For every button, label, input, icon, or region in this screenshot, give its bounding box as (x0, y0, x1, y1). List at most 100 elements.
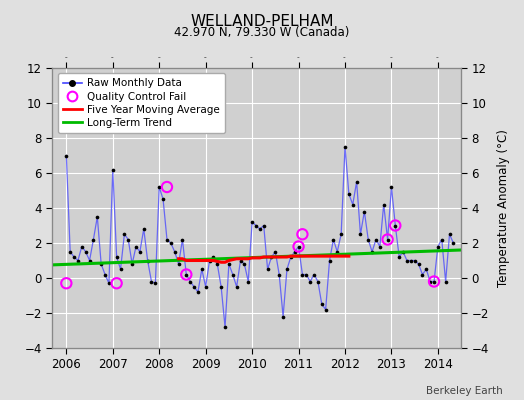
Point (287, 254, 295, 260)
Point (113, 280, 121, 286)
Point (418, 271, 427, 278)
Point (236, 257, 245, 264)
Text: 42.970 N, 79.330 W (Canada): 42.970 N, 79.330 W (Canada) (174, 26, 350, 39)
Point (201, 284, 210, 290)
Point (348, 201, 357, 208)
Point (290, 248, 299, 255)
Point (283, 266, 291, 272)
Point (275, 271, 283, 278)
Text: WELLAND-PELHAM: WELLAND-PELHAM (190, 14, 334, 29)
Point (213, 261, 222, 267)
Point (399, 248, 407, 255)
Point (430, 278, 438, 285)
Point (252, 222, 260, 229)
Point (82, 248, 90, 255)
Point (151, 280, 160, 286)
Point (116, 266, 125, 272)
Point (321, 306, 330, 313)
Point (403, 257, 411, 264)
Point (314, 278, 322, 285)
Point (302, 271, 311, 278)
Point (144, 257, 152, 264)
Point (85, 257, 94, 264)
Point (414, 261, 423, 267)
Point (364, 236, 373, 243)
Point (167, 240, 175, 246)
Point (108, 166, 117, 173)
Point (426, 278, 434, 285)
Point (298, 231, 307, 238)
Point (194, 289, 202, 295)
Point (209, 254, 217, 260)
Point (306, 278, 314, 285)
Point (174, 261, 183, 267)
Point (170, 248, 179, 255)
Point (318, 301, 326, 308)
Point (147, 278, 156, 285)
Point (294, 243, 303, 250)
Point (407, 257, 415, 264)
Point (97, 261, 105, 267)
Point (89, 236, 97, 243)
Point (244, 278, 253, 285)
Point (256, 226, 264, 232)
Point (368, 248, 376, 255)
Point (356, 231, 365, 238)
Point (163, 184, 171, 190)
Point (294, 243, 303, 250)
Point (225, 261, 233, 267)
Point (271, 248, 279, 255)
Point (228, 271, 237, 278)
Point (298, 271, 307, 278)
Point (434, 243, 442, 250)
Point (410, 257, 419, 264)
Point (105, 280, 113, 286)
Point (372, 236, 380, 243)
Point (178, 236, 187, 243)
Point (240, 261, 248, 267)
Point (78, 243, 86, 250)
Point (279, 313, 287, 320)
Point (136, 248, 144, 255)
Point (62, 280, 71, 286)
Point (159, 196, 167, 202)
Point (139, 226, 148, 232)
Point (190, 284, 198, 290)
Point (128, 261, 136, 267)
Point (182, 271, 191, 278)
Point (337, 231, 345, 238)
Point (155, 184, 163, 190)
Point (62, 152, 71, 159)
Point (395, 254, 403, 260)
Point (384, 236, 392, 243)
Point (376, 243, 384, 250)
Point (449, 240, 457, 246)
Point (132, 243, 140, 250)
Point (379, 201, 388, 208)
Point (120, 231, 128, 238)
Point (233, 284, 241, 290)
Point (384, 236, 392, 243)
Legend: Raw Monthly Data, Quality Control Fail, Five Year Moving Average, Long-Term Tren: Raw Monthly Data, Quality Control Fail, … (58, 73, 225, 133)
Point (66, 248, 74, 255)
Point (259, 222, 268, 229)
Point (205, 257, 214, 264)
Point (353, 178, 361, 185)
Point (248, 219, 256, 225)
Point (430, 278, 438, 285)
Point (391, 222, 399, 229)
Point (124, 236, 133, 243)
Point (70, 254, 78, 260)
Point (182, 271, 191, 278)
Text: Berkeley Earth: Berkeley Earth (427, 386, 503, 396)
Point (163, 236, 171, 243)
Point (101, 271, 109, 278)
Point (310, 271, 318, 278)
Point (198, 266, 206, 272)
Point (387, 184, 396, 190)
Point (267, 254, 276, 260)
Point (345, 191, 353, 197)
Point (441, 278, 450, 285)
Point (438, 236, 446, 243)
Point (93, 214, 102, 220)
